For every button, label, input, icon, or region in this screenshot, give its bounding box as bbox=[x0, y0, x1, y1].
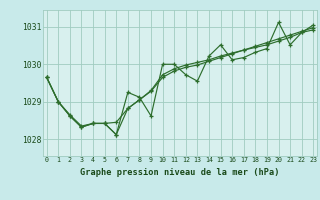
X-axis label: Graphe pression niveau de la mer (hPa): Graphe pression niveau de la mer (hPa) bbox=[80, 168, 280, 177]
